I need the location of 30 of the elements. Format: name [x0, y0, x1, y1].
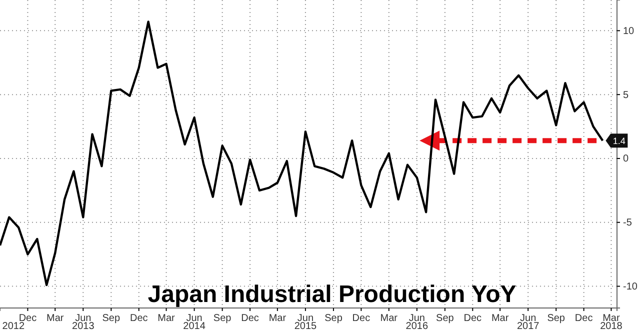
x-tick-label: Dec	[241, 313, 259, 324]
x2-tick-label: 2013	[72, 321, 95, 332]
x-tick-label: Dec	[464, 313, 482, 324]
x-tick-label: Dec	[574, 313, 593, 324]
x2-tick-label: 2014	[183, 321, 206, 332]
x-tick-label: Dec	[352, 313, 370, 324]
x-tick-label: Mar	[491, 313, 510, 324]
x-tick-label: Dec	[130, 313, 148, 324]
x2-tick-label: 2015	[294, 321, 318, 332]
x2-tick-label: 2018	[600, 321, 623, 332]
x2-tick-label: 2017	[516, 321, 540, 332]
y-tick-label: 5	[623, 90, 629, 101]
y-tick-label: 10	[623, 26, 635, 37]
y-tick-label: 0	[623, 154, 629, 165]
line-series	[0, 20, 604, 286]
text: Japan Industrial Production YoY	[148, 281, 516, 308]
y-tick-label: -10	[623, 281, 638, 292]
x-tick-label: Sep	[436, 313, 454, 324]
x-tick-label: Mar	[158, 313, 176, 324]
x-tick-label: Sep	[213, 313, 232, 324]
x-tick-label: Mar	[46, 313, 64, 324]
x-tick-label: Sep	[547, 313, 566, 324]
x-tick-label: Sep	[324, 313, 343, 324]
y-tick-label: -5	[623, 218, 632, 229]
x-tick-label: Sep	[102, 313, 120, 324]
x2-tick-label: 2016	[406, 321, 428, 332]
x2-tick-label: 2012	[2, 321, 25, 332]
data-label: 1.4	[612, 136, 626, 146]
x-tick-label: Mar	[380, 313, 398, 324]
x-tick-label: Mar	[268, 313, 287, 324]
